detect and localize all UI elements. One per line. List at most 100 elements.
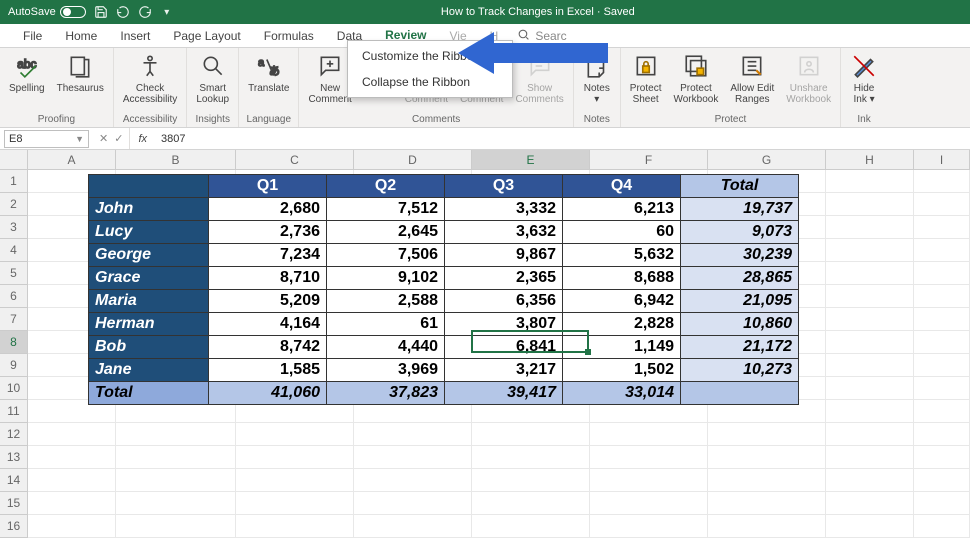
data-cell[interactable]: 3,217 xyxy=(445,359,563,382)
table-corner[interactable] xyxy=(89,175,209,198)
col-header-I[interactable]: I xyxy=(914,150,970,170)
row-name-cell[interactable]: John xyxy=(89,198,209,221)
col-header-E[interactable]: E xyxy=(472,150,590,170)
row-header-4[interactable]: 4 xyxy=(0,239,28,262)
data-cell[interactable]: 1,585 xyxy=(209,359,327,382)
autosave-toggle[interactable]: AutoSave xyxy=(8,6,86,18)
data-cell[interactable]: 7,512 xyxy=(327,198,445,221)
data-cell[interactable]: 60 xyxy=(563,221,681,244)
data-cell[interactable]: 9,102 xyxy=(327,267,445,290)
tab-insert[interactable]: Insert xyxy=(110,24,160,48)
data-cell[interactable]: 1,149 xyxy=(563,336,681,359)
row-header-2[interactable]: 2 xyxy=(0,193,28,216)
data-cell[interactable]: 6,841 xyxy=(445,336,563,359)
row-header-1[interactable]: 1 xyxy=(0,170,28,193)
hide-ink-button[interactable]: HideInk ▾ xyxy=(845,50,883,107)
thesaurus-button[interactable]: Thesaurus xyxy=(52,50,109,96)
data-cell[interactable]: 8,710 xyxy=(209,267,327,290)
data-cell[interactable]: 5,632 xyxy=(563,244,681,267)
row-header-5[interactable]: 5 xyxy=(0,262,28,285)
data-cell[interactable]: 2,828 xyxy=(563,313,681,336)
formula-value[interactable]: 3807 xyxy=(155,133,185,145)
cancel-icon[interactable]: ✕ xyxy=(99,132,108,145)
name-box[interactable]: E8 ▼ xyxy=(4,130,89,148)
select-all-corner[interactable] xyxy=(0,150,28,170)
row-total-cell[interactable]: 28,865 xyxy=(681,267,799,290)
col-header-A[interactable]: A xyxy=(28,150,116,170)
undo-icon[interactable] xyxy=(116,5,130,19)
row-name-cell[interactable]: George xyxy=(89,244,209,267)
row-total-cell[interactable]: 21,172 xyxy=(681,336,799,359)
data-cell[interactable]: 4,440 xyxy=(327,336,445,359)
row-header-11[interactable]: 11 xyxy=(0,400,28,423)
tab-home[interactable]: Home xyxy=(55,24,107,48)
row-name-cell[interactable]: Jane xyxy=(89,359,209,382)
spelling-button[interactable]: abc Spelling xyxy=(4,50,50,96)
col-header-q2[interactable]: Q2 xyxy=(327,175,445,198)
footer-name-cell[interactable]: Total xyxy=(89,382,209,405)
data-cell[interactable]: 3,632 xyxy=(445,221,563,244)
data-cell[interactable]: 5,209 xyxy=(209,290,327,313)
data-cell[interactable]: 61 xyxy=(327,313,445,336)
row-header-15[interactable]: 15 xyxy=(0,492,28,515)
col-header-total[interactable]: Total xyxy=(681,175,799,198)
tab-page-layout[interactable]: Page Layout xyxy=(163,24,250,48)
redo-icon[interactable] xyxy=(138,5,152,19)
col-header-B[interactable]: B xyxy=(116,150,236,170)
data-cell[interactable]: 9,867 xyxy=(445,244,563,267)
data-cell[interactable]: 2,365 xyxy=(445,267,563,290)
data-cell[interactable]: 3,969 xyxy=(327,359,445,382)
col-header-q4[interactable]: Q4 xyxy=(563,175,681,198)
protect-sheet-button[interactable]: ProtectSheet xyxy=(625,50,667,107)
smart-lookup-button[interactable]: SmartLookup xyxy=(191,50,234,107)
row-header-8[interactable]: 8 xyxy=(0,331,28,354)
row-name-cell[interactable]: Lucy xyxy=(89,221,209,244)
row-header-13[interactable]: 13 xyxy=(0,446,28,469)
qat-dropdown-icon[interactable]: ▾ xyxy=(160,5,174,19)
data-cell[interactable]: 2,736 xyxy=(209,221,327,244)
footer-data-cell[interactable]: 37,823 xyxy=(327,382,445,405)
tab-formulas[interactable]: Formulas xyxy=(254,24,324,48)
footer-data-cell[interactable]: 33,014 xyxy=(563,382,681,405)
row-header-10[interactable]: 10 xyxy=(0,377,28,400)
protect-workbook-button[interactable]: ProtectWorkbook xyxy=(668,50,723,107)
data-cell[interactable]: 8,742 xyxy=(209,336,327,359)
data-cell[interactable]: 2,588 xyxy=(327,290,445,313)
col-header-q3[interactable]: Q3 xyxy=(445,175,563,198)
row-total-cell[interactable]: 9,073 xyxy=(681,221,799,244)
data-cell[interactable]: 6,942 xyxy=(563,290,681,313)
row-header-9[interactable]: 9 xyxy=(0,354,28,377)
enter-icon[interactable]: ✓ xyxy=(114,132,123,145)
allow-edit-ranges-button[interactable]: Allow EditRanges xyxy=(725,50,779,107)
data-cell[interactable]: 2,680 xyxy=(209,198,327,221)
name-box-dropdown-icon[interactable]: ▼ xyxy=(75,134,84,144)
row-total-cell[interactable]: 10,273 xyxy=(681,359,799,382)
row-name-cell[interactable]: Maria xyxy=(89,290,209,313)
col-header-D[interactable]: D xyxy=(354,150,472,170)
footer-total-cell[interactable] xyxy=(681,382,799,405)
col-header-H[interactable]: H xyxy=(826,150,914,170)
row-header-3[interactable]: 3 xyxy=(0,216,28,239)
data-cell[interactable]: 1,502 xyxy=(563,359,681,382)
data-cell[interactable]: 7,234 xyxy=(209,244,327,267)
row-header-6[interactable]: 6 xyxy=(0,285,28,308)
data-cell[interactable]: 6,213 xyxy=(563,198,681,221)
footer-data-cell[interactable]: 41,060 xyxy=(209,382,327,405)
row-name-cell[interactable]: Herman xyxy=(89,313,209,336)
data-cell[interactable]: 7,506 xyxy=(327,244,445,267)
translate-button[interactable]: aあ Translate xyxy=(243,50,294,96)
row-total-cell[interactable]: 30,239 xyxy=(681,244,799,267)
col-header-C[interactable]: C xyxy=(236,150,354,170)
col-header-G[interactable]: G xyxy=(708,150,826,170)
row-name-cell[interactable]: Bob xyxy=(89,336,209,359)
save-icon[interactable] xyxy=(94,5,108,19)
col-header-F[interactable]: F xyxy=(590,150,708,170)
row-total-cell[interactable]: 10,860 xyxy=(681,313,799,336)
fx-icon[interactable]: fx xyxy=(130,133,155,145)
row-total-cell[interactable]: 21,095 xyxy=(681,290,799,313)
footer-data-cell[interactable]: 39,417 xyxy=(445,382,563,405)
data-cell[interactable]: 3,807 xyxy=(445,313,563,336)
row-total-cell[interactable]: 19,737 xyxy=(681,198,799,221)
tab-file[interactable]: File xyxy=(13,24,52,48)
row-header-12[interactable]: 12 xyxy=(0,423,28,446)
